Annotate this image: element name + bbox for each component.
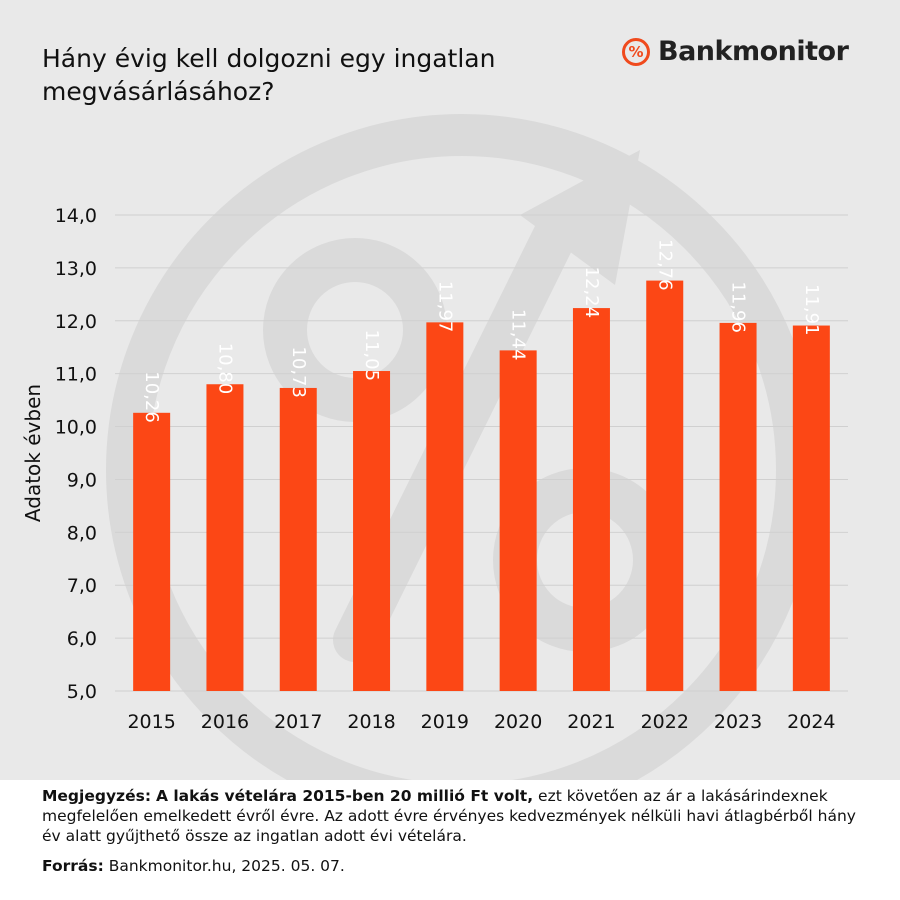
bar-value-label: 11,05 [361,329,382,381]
bar-value-label: 10,80 [214,343,235,395]
x-tick-label: 2021 [567,711,615,733]
bar [792,325,830,691]
x-tick-label: 2017 [274,711,322,733]
note-paragraph: Megjegyzés: A lakás vételára 2015-ben 20… [42,786,872,846]
y-tick-label: 12,0 [55,311,97,333]
bar-value-label: 11,44 [508,309,529,361]
chart-notes: Megjegyzés: A lakás vételára 2015-ben 20… [42,786,872,876]
x-tick-label: 2018 [347,711,395,733]
bar [426,322,464,691]
note-text: ezt követően az ár a lakásárindexnek meg… [42,787,856,845]
bar [572,308,610,691]
x-tick-label: 2020 [494,711,542,733]
source-line: Forrás: Bankmonitor.hu, 2025. 05. 07. [42,856,872,876]
brand-logo: % Bankmonitor [622,36,849,67]
y-tick-label: 8,0 [67,522,97,544]
bar-value-label: 10,73 [288,346,309,398]
note-label: Megjegyzés: [42,787,152,805]
percent-circle-icon: % [622,37,650,66]
source-text: Bankmonitor.hu, 2025. 05. 07. [108,857,345,875]
x-tick-label: 2024 [787,711,835,733]
bar [206,384,244,691]
x-tick-label: 2016 [201,711,249,733]
bar-value-label: 12,24 [581,267,602,319]
note-highlight: A lakás vételára 2015-ben 20 millió Ft v… [155,787,534,805]
chart-card: Hány évig kell dolgozni egy ingatlan meg… [0,0,900,780]
x-tick-label: 2015 [127,711,175,733]
bar [279,387,317,691]
y-axis-label: Adatok évben [21,384,45,522]
y-tick-label: 6,0 [67,628,97,650]
bar-value-label: 11,96 [728,281,749,333]
page-title: Hány évig kell dolgozni egy ingatlan meg… [42,44,496,106]
y-tick-label: 14,0 [55,205,97,227]
y-tick-label: 10,0 [55,417,97,439]
source-label: Forrás: [42,857,104,875]
bar [353,371,391,691]
bar-value-label: 12,76 [654,239,675,291]
bar-value-label: 11,91 [801,284,822,336]
x-tick-label: 2022 [641,711,689,733]
x-tick-label: 2023 [714,711,762,733]
y-tick-label: 13,0 [55,258,97,280]
bar-value-label: 11,97 [434,281,455,333]
bar [646,280,684,691]
bar-chart: 5,0 6,0 7,0 8,0 9,0 10,0 11,0 12,0 13,0 14,0 Adato… [21,205,848,733]
bar [719,322,757,691]
y-tick-label: 9,0 [67,469,97,491]
y-tick-label: 7,0 [67,575,97,597]
y-tick-label: 5,0 [67,681,97,703]
y-tick-label: 11,0 [55,364,97,386]
bar [499,350,537,691]
x-tick-label: 2019 [421,711,469,733]
brand-name: Bankmonitor [658,36,849,67]
bar-value-label: 10,26 [141,371,162,423]
bar [133,412,171,691]
